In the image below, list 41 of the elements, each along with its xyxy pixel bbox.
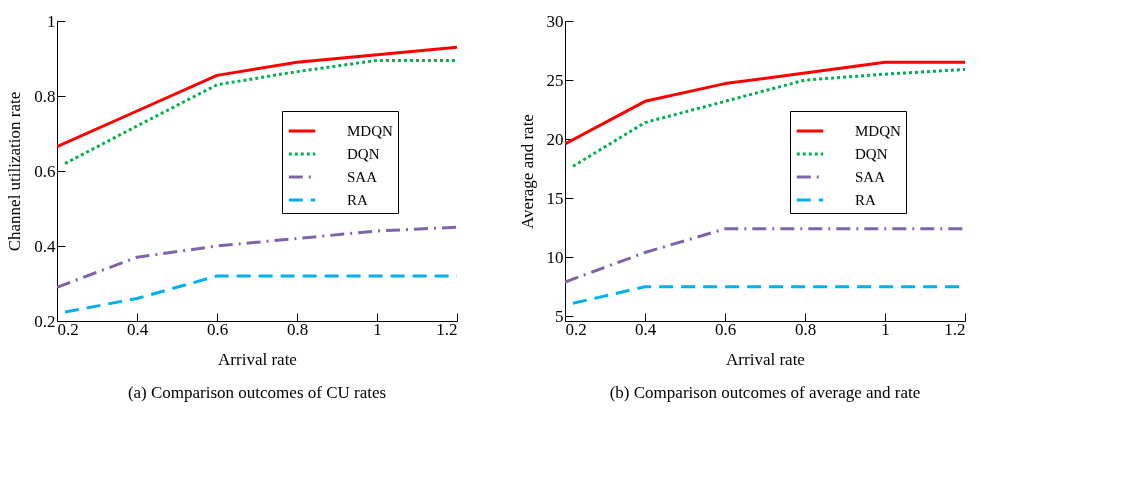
legend-label: SAA (347, 169, 378, 185)
text: (a) Comparison outcomes of CU rates (127, 383, 387, 402)
legend-label: MDQN (347, 123, 393, 139)
x-tick-label: 0.2 (565, 319, 587, 339)
legend-label: MDQN (855, 123, 901, 139)
x-tick-label: 0.2 (57, 319, 79, 339)
line-series (57, 225, 457, 289)
x-tick-label: 1.2 (944, 319, 966, 339)
text: (b) Comparison outcomes of average and rate (609, 383, 921, 402)
y-axis-title: Average and rate (517, 114, 537, 229)
y-tick-label: 25 (546, 70, 564, 90)
x-tick-label: 0.8 (286, 319, 309, 339)
y-tick-label: 0.4 (34, 236, 56, 256)
line-series (571, 67, 965, 168)
x-tick-label: 1.2 (436, 319, 458, 339)
line-series (565, 60, 965, 146)
x-axis-title: Arrival rate (726, 349, 805, 369)
x-tick-label: 0.6 (714, 319, 737, 339)
x-tick-label: 0.4 (634, 319, 657, 339)
x-tick-label: 1 (373, 319, 382, 339)
y-tick-label: 20 (546, 129, 564, 149)
y-tick-label: 10 (546, 247, 564, 267)
y-tick-label: 1 (47, 11, 56, 31)
legend-label: SAA (855, 169, 886, 185)
x-tick-label: 0.6 (206, 319, 229, 339)
y-tick-label: 15 (546, 188, 564, 208)
y-tick-label: 30 (546, 11, 564, 31)
line-series (63, 58, 457, 165)
x-tick-label: 0.4 (126, 319, 149, 339)
y-tick-label: 5 (555, 306, 564, 326)
legend-label: RA (855, 192, 876, 208)
y-tick-label: 0.6 (34, 161, 56, 181)
y-axis-title: Channel utilization rate (5, 91, 25, 252)
x-tick-label: 1 (881, 319, 890, 339)
legend-label: DQN (347, 146, 380, 162)
y-tick-label: 0.8 (34, 86, 56, 106)
legend-label: DQN (855, 146, 888, 162)
x-tick-label: 0.8 (794, 319, 817, 339)
line-series (57, 45, 457, 149)
legend-label: RA (347, 192, 368, 208)
x-axis-title: Arrival rate (218, 349, 297, 369)
